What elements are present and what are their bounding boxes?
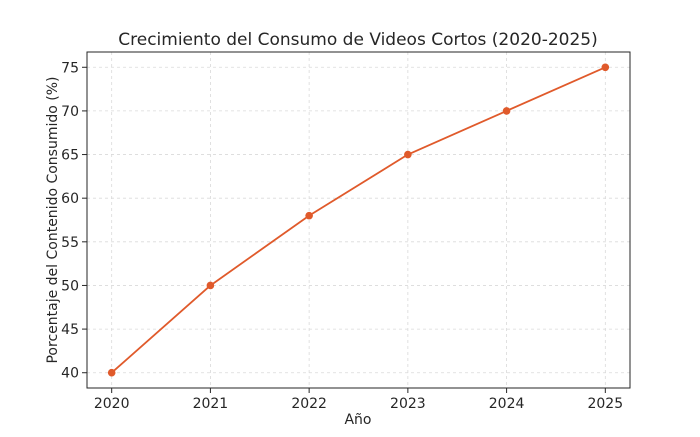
y-tick-label: 70 <box>61 104 79 120</box>
data-point <box>601 63 610 72</box>
series-line <box>110 66 607 374</box>
chart-title: Crecimiento del Consumo de Videos Cortos… <box>118 30 597 50</box>
data-point <box>305 211 313 220</box>
data-point <box>206 281 215 290</box>
x-tick-label: 2020 <box>94 396 130 412</box>
y-tick-label: 45 <box>61 322 79 338</box>
series-layer <box>107 63 610 377</box>
x-tick-label: 2025 <box>587 396 623 412</box>
data-point <box>502 107 511 115</box>
data-point <box>404 150 412 159</box>
y-tick-label: 65 <box>61 148 79 164</box>
plot-frame <box>86 51 631 389</box>
x-tick-label: 2022 <box>291 396 327 412</box>
y-tick-label: 50 <box>61 278 79 294</box>
grid <box>87 52 630 388</box>
y-axis-ticks: 40 45 50 55 60 65 70 75 <box>61 60 87 382</box>
x-tick-label: 2024 <box>489 396 525 412</box>
y-tick-label: 60 <box>61 191 79 207</box>
x-axis-ticks: 2020 2021 2022 2023 2024 2025 <box>94 388 623 412</box>
y-tick-label: 75 <box>61 60 79 76</box>
axes <box>86 51 631 389</box>
x-axis-label: Año <box>344 412 371 428</box>
data-point <box>107 368 116 377</box>
y-tick-label: 55 <box>61 235 79 251</box>
x-tick-label: 2023 <box>390 396 426 412</box>
y-tick-label: 40 <box>61 366 79 382</box>
x-tick-label: 2021 <box>193 396 229 412</box>
y-axis-label: Porcentaje del Contenido Consumido (%) <box>45 76 61 363</box>
